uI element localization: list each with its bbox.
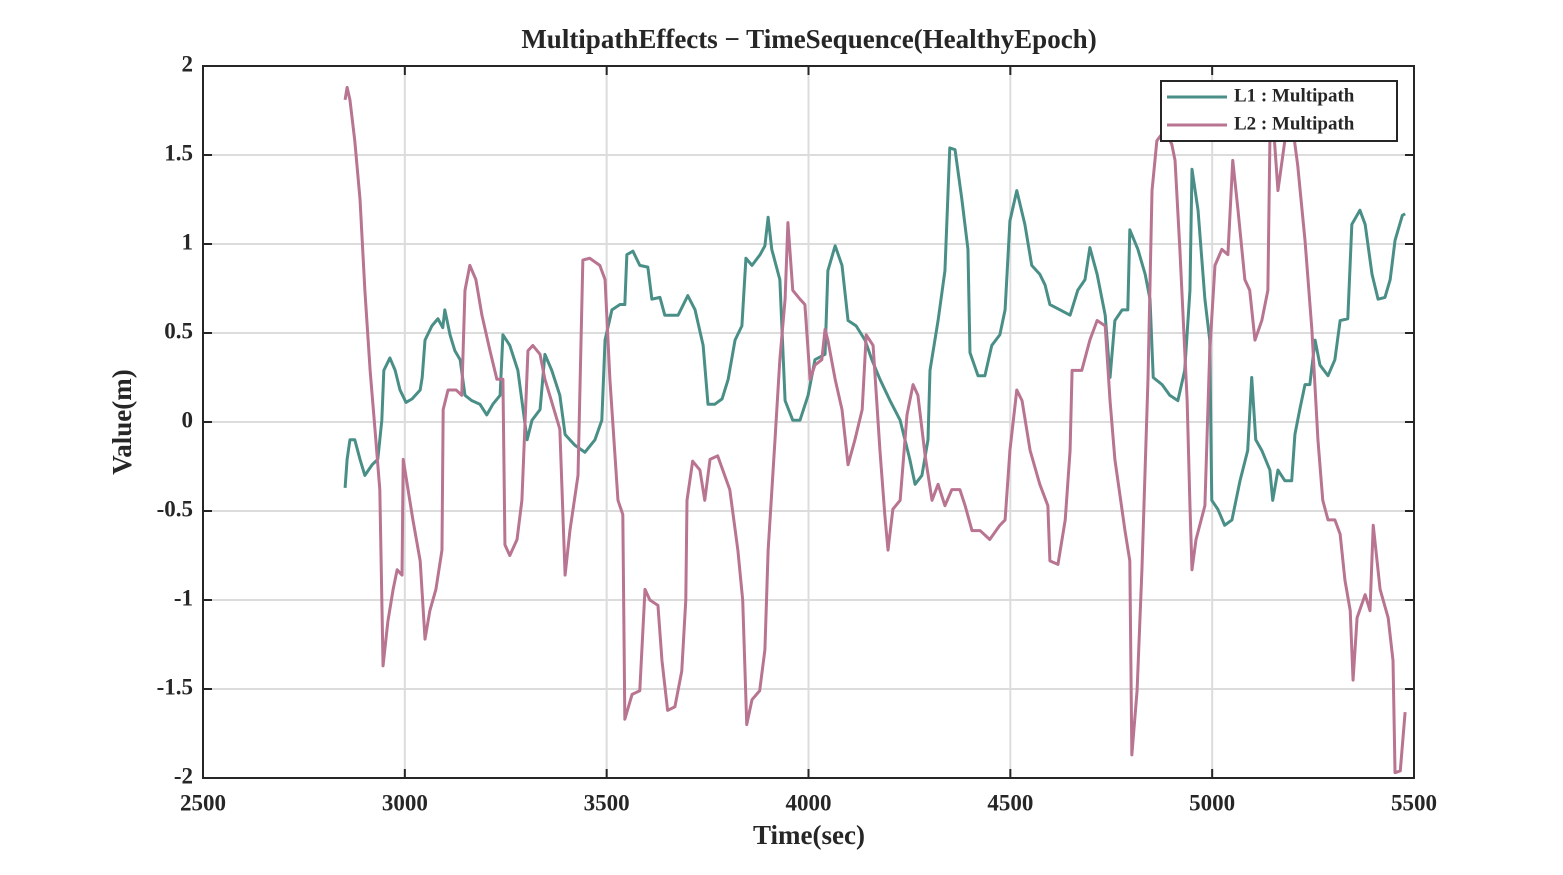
x-tick-label: 3000 [382, 790, 428, 815]
y-tick-label: 1 [182, 229, 194, 254]
x-tick-label: 5000 [1189, 790, 1235, 815]
ticks: 2500 3000 3500 4000 4500 5000 5500 -2 -1.5 -1 -0.5… [157, 51, 1437, 815]
y-tick-label: 2 [182, 51, 194, 76]
y-tick-label: -0.5 [157, 496, 193, 521]
y-tick-label: -1.5 [157, 674, 193, 699]
y-tick-label: -1 [174, 585, 193, 610]
x-tick-label: 4500 [987, 790, 1033, 815]
x-tick-label: 4000 [786, 790, 832, 815]
legend: L1 : Multipath L2 : Multipath [1160, 80, 1398, 142]
x-tick-label: 5500 [1391, 790, 1437, 815]
x-tick-label: 2500 [180, 790, 226, 815]
legend-label: L2 : Multipath [1234, 113, 1355, 134]
y-axis-label: Value(m) [107, 369, 137, 475]
data-line [343, 85, 1407, 775]
x-tick-label: 3500 [584, 790, 630, 815]
y-tick-label: 0.5 [164, 318, 193, 343]
lines [343, 85, 1407, 775]
y-tick-label: 0 [182, 407, 194, 432]
y-tick-label: 1.5 [164, 140, 193, 165]
chart-title: MultipathEffects − TimeSequence(HealthyE… [521, 24, 1096, 54]
x-axis-label: Time(sec) [753, 820, 865, 850]
y-tick-label: -2 [174, 763, 193, 788]
legend-label: L1 : Multipath [1234, 85, 1355, 106]
legend-box [1160, 80, 1398, 142]
